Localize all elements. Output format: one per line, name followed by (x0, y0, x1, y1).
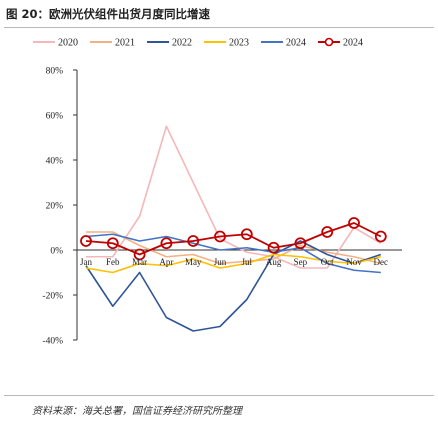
legend-marker (324, 37, 334, 47)
legend-item: 2023 (204, 38, 249, 49)
figure-header: 图 20：欧洲光伏组件出货月度同比增速 (4, 3, 434, 28)
x-tick-label: Dec (374, 257, 389, 267)
line-chart: 2020 2021 2022 2023 2024 2024 80% 60% 40% 20% 0% -… (33, 38, 402, 347)
legend-label: 2022 (172, 38, 192, 49)
data-point (240, 228, 253, 241)
data-point (160, 237, 173, 250)
series-line (85, 233, 381, 274)
x-axis-ticks: Jan Feb Mar Apr May Jun Jul Aug Sep Oct Nov Dec (80, 257, 388, 267)
x-tick-label: Apr (159, 257, 173, 267)
x-tick-label: Sep (294, 257, 308, 267)
figure-footer: 资料来源：海关总署，国信证券经济研究所整理 (4, 395, 434, 424)
legend-item: 2024 (318, 38, 363, 49)
series-2024-4 (85, 233, 381, 274)
series-2021-1 (86, 231, 381, 265)
legend-label: 2021 (115, 38, 135, 49)
y-tick-label: -40% (42, 337, 63, 347)
series-2023-3 (85, 253, 381, 274)
figure-title: 图 20：欧洲光伏组件出货月度同比增速 (6, 7, 211, 21)
data-point (106, 237, 119, 250)
chart-legend: 2020 2021 2022 2023 2024 2024 (33, 38, 363, 49)
x-tick-label: Mar (132, 257, 147, 267)
x-tick-label: Aug (266, 257, 282, 267)
y-tick-label: -20% (42, 292, 63, 302)
data-point (321, 226, 334, 238)
y-tick-label: 40% (46, 157, 64, 167)
data-point (374, 230, 387, 243)
chart-axes: 80% 60% 40% 20% 0% -20% -40% (42, 67, 402, 347)
x-tick-label: Oct (321, 257, 334, 267)
series-2022-2 (85, 240, 382, 332)
data-point (80, 235, 92, 247)
legend-item: 2022 (147, 38, 192, 49)
series-2020-0 (86, 125, 382, 269)
x-tick-label: Jan (80, 257, 92, 267)
series-2024-5 (80, 217, 387, 261)
x-tick-label: Jul (242, 257, 253, 267)
y-tick-label: 20% (46, 202, 64, 212)
y-tick-label: 80% (46, 67, 64, 77)
y-tick-label: 60% (46, 112, 64, 122)
legend-item: 2024 (261, 38, 306, 49)
series-line (86, 125, 382, 269)
legend-item: 2021 (90, 38, 135, 49)
data-point (214, 230, 226, 243)
legend-label: 2024 (343, 38, 363, 49)
data-point (133, 248, 146, 261)
data-point (267, 241, 280, 254)
legend-label: 2020 (58, 38, 78, 49)
data-point (294, 237, 307, 250)
data-point (348, 217, 360, 229)
series-line (85, 240, 382, 332)
legend-item: 2020 (33, 38, 78, 49)
x-tick-label: May (185, 257, 202, 267)
x-tick-label: Feb (106, 257, 120, 267)
legend-label: 2024 (286, 38, 306, 49)
series-line (86, 231, 381, 265)
x-tick-label: Nov (346, 257, 362, 267)
x-tick-label: Jun (214, 257, 227, 267)
legend-label: 2023 (229, 38, 249, 49)
source-note: 资料来源：海关总署，国信证券经济研究所整理 (32, 406, 242, 417)
data-point (187, 235, 200, 247)
y-tick-label: 0% (50, 247, 63, 257)
chart-series (80, 125, 387, 332)
series-line (85, 253, 381, 274)
